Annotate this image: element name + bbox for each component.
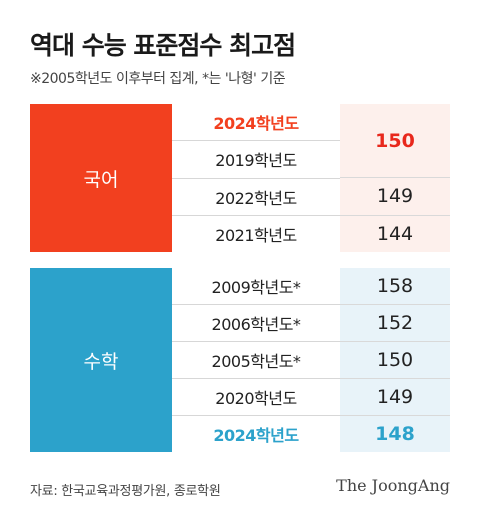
- korean-table: 국어 2024학년도 2019학년도 2022학년도 2021학년도 150 1…: [30, 104, 450, 252]
- source-credit: 자료: 한국교육과정평가원, 종로학원: [30, 484, 221, 499]
- korean-year-2024: 2024학년도: [172, 104, 340, 142]
- math-year-2009: 2009학년도*: [172, 268, 340, 305]
- math-score-149: 149: [340, 379, 450, 416]
- korean-year-2019: 2019학년도: [172, 141, 340, 179]
- math-years: 2009학년도* 2006학년도* 2005학년도* 2020학년도 2024학…: [172, 268, 340, 452]
- math-year-2020: 2020학년도: [172, 379, 340, 416]
- math-score-150: 150: [340, 342, 450, 379]
- korean-score-150: 150: [340, 104, 450, 178]
- subject-label-korean: 국어: [30, 104, 172, 252]
- korean-year-2022: 2022학년도: [172, 179, 340, 216]
- korean-score-144: 144: [376, 222, 414, 245]
- footnote: ※2005학년도 이후부터 집계, *는 '나형' 기준: [30, 71, 286, 87]
- math-score-152: 152: [340, 305, 450, 342]
- publisher-logo: The JoongAng: [336, 476, 450, 495]
- math-table: 수학 2009학년도* 2006학년도* 2005학년도* 2020학년도 20…: [30, 268, 450, 452]
- page-title: 역대 수능 표준점수 최고점: [30, 31, 296, 60]
- math-year-2006: 2006학년도*: [172, 305, 340, 342]
- korean-score-149: 149: [340, 178, 450, 216]
- math-scores: 158 152 150 149 148: [340, 268, 450, 452]
- korean-scores: 150 149 144: [340, 104, 450, 252]
- math-score-158: 158: [340, 268, 450, 305]
- korean-year-2021: 2021학년도: [215, 225, 297, 245]
- math-year-2024: 2024학년도: [213, 426, 299, 445]
- math-year-2005: 2005학년도*: [172, 342, 340, 379]
- subject-label-math: 수학: [30, 268, 172, 452]
- math-score-148: 148: [375, 423, 415, 445]
- korean-years: 2024학년도 2019학년도 2022학년도 2021학년도: [172, 104, 340, 252]
